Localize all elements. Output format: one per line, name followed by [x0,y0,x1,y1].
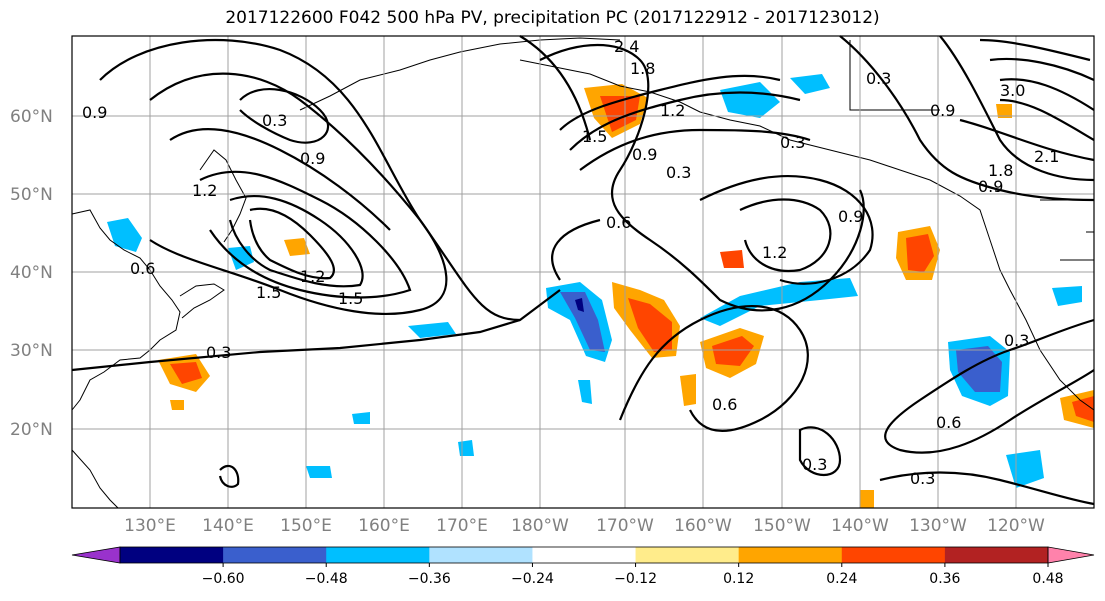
lat-label: 20°N [10,420,53,440]
contour-label: 1.2 [762,243,787,262]
precip-negative-area [408,322,456,338]
contour-label: 0.3 [866,69,891,88]
contour-label: 0.3 [780,133,805,152]
colorbar-tick-label: −0.12 [614,571,657,587]
colorbar-tick-label: 0.48 [1032,571,1063,587]
lon-label: 160°E [358,516,410,536]
contour-label: 0.6 [606,213,631,232]
contour-label: 0.9 [978,177,1003,196]
colorbar-segment [429,547,533,563]
contour-labels: 0.9 0.3 0.9 1.2 1.5 1.2 1.5 0.6 0.3 2.4 … [82,37,1059,488]
lon-label: 150°E [280,516,332,536]
precip-positive-area [170,400,184,410]
lon-label: 170°W [596,516,654,536]
lat-label: 40°N [10,263,53,283]
contour-label: 2.4 [614,37,639,56]
contour-label: 1.5 [338,289,363,308]
lon-label: 140°W [831,516,889,536]
precip-positive-area [284,238,310,256]
contour-label: 0.3 [666,163,691,182]
lat-label: 60°N [10,107,53,127]
lon-label: 130°E [124,516,176,536]
contour-label: 2.1 [1034,147,1059,166]
pv-contours [71,35,1095,506]
contour-label: 0.3 [910,469,935,488]
contour-label: 0.6 [130,259,155,278]
colorbar-segment [944,547,1049,563]
contour-label: 0.9 [838,207,863,226]
contour-label: 1.5 [256,283,281,302]
contour-label: 0.3 [262,111,287,130]
colorbar-segment [532,547,637,563]
colorbar-segment [326,547,430,563]
contour-label: 0.9 [300,149,325,168]
lon-label: 120°W [987,516,1045,536]
colorbar: −0.60 −0.48 −0.36 −0.24 −0.12 0.12 0.24 0.36 0.4… [71,546,1095,587]
colorbar-tick-label: −0.24 [511,571,554,587]
precip-negative-area [720,82,780,118]
contour-label: 0.9 [930,101,955,120]
contour-label: 1.2 [660,101,685,120]
contour-label: 0.3 [206,343,231,362]
colorbar-extend-high [1047,546,1095,564]
colorbar-tick-label: −0.36 [408,571,451,587]
contour-label: 0.9 [632,145,657,164]
precip-negative-area [790,74,830,94]
precip-positive-area [860,490,874,508]
precip-positive-area [680,374,696,406]
lat-label: 30°N [10,341,53,361]
lon-label: 140°E [202,516,254,536]
lon-label: 150°W [753,516,811,536]
colorbar-extend-low [71,546,121,564]
precip-negative-area [458,440,474,456]
lon-label: 180°W [511,516,569,536]
colorbar-tick-label: 0.24 [826,571,857,587]
lon-label: 160°W [674,516,732,536]
contour-label: 1.8 [988,161,1013,180]
contour-label: 0.6 [936,413,961,432]
lon-label: 130°W [909,516,967,536]
map-plot-area: 0.9 0.3 0.9 1.2 1.5 1.2 1.5 0.6 0.3 2.4 … [71,35,1095,509]
precip-negative-area [1052,286,1082,306]
colorbar-tick-label: 0.12 [723,571,754,587]
colorbar-tick-label: −0.60 [202,571,245,587]
colorbar-segment [635,547,740,563]
colorbar-segment [841,547,946,563]
colorbar-tick-label: 0.36 [929,571,960,587]
colorbar-outline [119,546,1049,564]
lat-label: 50°N [10,185,53,205]
contour-label: 1.2 [192,181,217,200]
latitude-labels: 60°N 50°N 40°N 30°N 20°N [10,107,53,440]
contour-label: 1.2 [300,267,325,286]
colorbar-tick-label: −0.48 [305,571,348,587]
colorbar-segment [738,547,843,563]
precip-positive-area [1072,396,1094,422]
precip-positive-area [170,362,202,384]
precip-negative-area [560,292,605,352]
lon-label: 170°E [436,516,488,536]
precip-positive-area [996,104,1012,118]
contour-label: 0.9 [82,103,107,122]
colorbar-segment [223,547,327,563]
precip-negative-area [306,466,332,478]
contour-label: 1.8 [630,59,655,78]
contour-label: 0.3 [802,455,827,474]
precip-positive-area [628,298,672,352]
precip-positive-area [720,250,744,268]
colorbar-segment [120,547,224,563]
precip-positive-area [712,336,754,366]
precip-negative-area [575,298,584,312]
contour-label: 3.0 [1000,81,1025,100]
map-title: 2017122600 F042 500 hPa PV, precipitatio… [225,8,880,28]
gridlines [72,36,1094,508]
precip-positive-area [906,234,934,272]
contour-label: 1.5 [582,127,607,146]
plot-frame [71,35,1095,509]
contour-label: 0.3 [1004,331,1029,350]
longitude-labels: 130°E 140°E 150°E 160°E 170°E 180°W 170°… [124,516,1045,536]
precip-negative-area [578,380,592,404]
contour-label: 0.6 [712,395,737,414]
precip-negative-area [352,412,370,424]
